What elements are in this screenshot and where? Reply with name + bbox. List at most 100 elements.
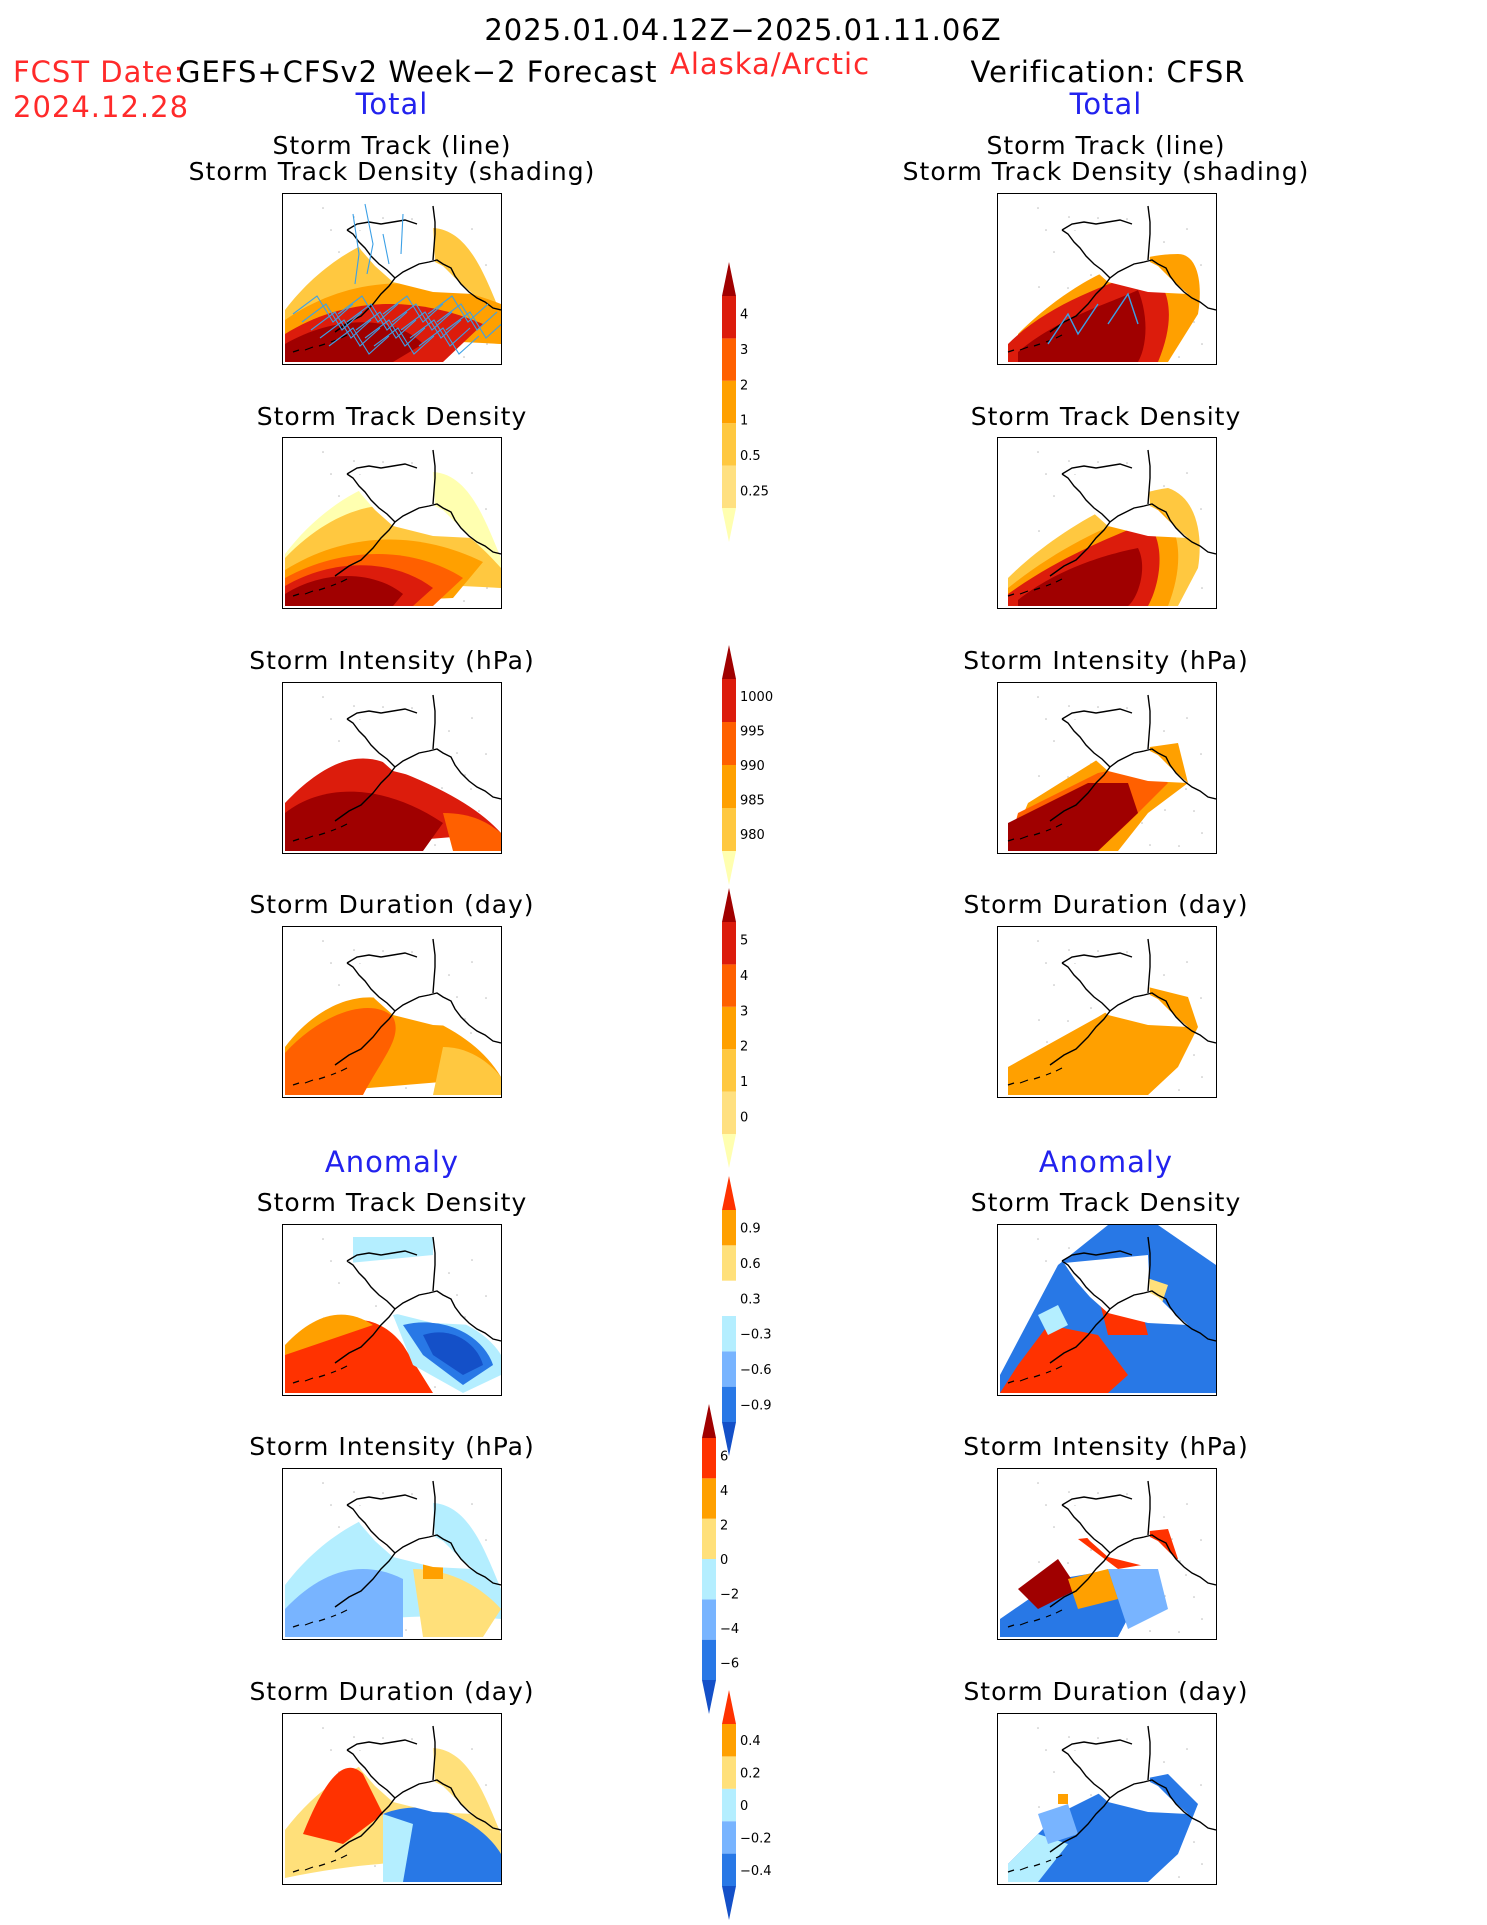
map-left-anom-intensity: [282, 1468, 502, 1640]
total-left-label: Total: [355, 87, 429, 121]
aleutian-islands: [292, 1365, 348, 1384]
shade-positive: [1000, 1325, 1128, 1393]
map-left-anom-density: [282, 1224, 502, 1396]
colorbar-anom-duration: 0.4 0.2 0 −0.2 −0.4: [722, 1690, 772, 1920]
graticule-dot: [1038, 286, 1040, 288]
graticule-dot: [1067, 1562, 1069, 1564]
coastline: [334, 1480, 501, 1608]
shade-mid: [1038, 1804, 1078, 1844]
land-mask: [349, 957, 473, 1027]
graticule-dot: [1097, 461, 1099, 463]
shade-core: [285, 1008, 396, 1095]
graticule-dot: [382, 1737, 384, 1739]
map-left-track: [282, 193, 502, 365]
land-mask: [1064, 1744, 1188, 1814]
graticule-dot: [382, 1492, 384, 1494]
graticule-dot: [1186, 1503, 1188, 1505]
map-right-density-svg: [1007, 449, 1216, 606]
colorbar-segment: [722, 296, 736, 339]
graticule-dot: [1149, 1630, 1151, 1632]
colorbar-tip-bottom: [702, 1680, 716, 1714]
graticule-dot: [471, 717, 473, 719]
colorbar-segment: [722, 1245, 736, 1281]
map-right-anom-intensity: [997, 1468, 1217, 1640]
coastline: [334, 1236, 501, 1364]
graticule-dot: [411, 951, 413, 953]
colorbar-tick-label: 4: [740, 308, 748, 323]
map-right-anom-intensity-svg: [1000, 1480, 1216, 1637]
colorbar-segment: [722, 964, 736, 1007]
colorbar-segment: [722, 1280, 736, 1316]
map-right-density: [997, 437, 1217, 609]
shade-core: [1018, 290, 1146, 362]
colorbar-tip-bottom: [722, 1886, 736, 1920]
graticule-dot: [1038, 1561, 1040, 1563]
graticule-dot: [1171, 1538, 1173, 1540]
land-mask: [349, 1255, 473, 1325]
colorbar-tick-label: 0: [720, 1553, 728, 1568]
colorbar-segment: [722, 1316, 736, 1352]
graticule-dot: [463, 600, 465, 602]
graticule-dot: [1185, 788, 1187, 790]
graticule-dot: [1200, 1539, 1202, 1541]
colorbar-tick-label: −0.6: [740, 1363, 772, 1378]
colorbar-segment: [722, 679, 736, 722]
colorbar-tick-label: −0.3: [740, 1328, 772, 1343]
graticule-dot: [1186, 717, 1188, 719]
colorbar-tick-label: 2: [720, 1518, 728, 1533]
colorbar-tick-label: 0.3: [740, 1292, 761, 1307]
graticule-dot: [1193, 810, 1195, 812]
colorbar-tick-label: 0.9: [740, 1222, 761, 1237]
colorbar-tick-label: 1000: [740, 690, 773, 705]
aleutian-islands: [292, 823, 348, 842]
graticule-dot: [353, 460, 355, 462]
title-left-track-line: Storm Track (line): [272, 131, 512, 160]
graticule-dot: [463, 356, 465, 358]
graticule-dot: [1037, 940, 1039, 942]
graticule-dot: [1068, 1491, 1070, 1493]
graticule-dot: [353, 949, 355, 951]
graticule-dot: [1068, 1736, 1070, 1738]
graticule-dot: [405, 1629, 407, 1631]
track-line: [382, 295, 444, 323]
graticule-dot: [338, 740, 340, 742]
graticule-dot: [1037, 1238, 1039, 1240]
aleutian-islands: [292, 1609, 348, 1628]
map-left-intensity: [282, 682, 502, 854]
colorbar-tick-label: 0.25: [740, 484, 769, 499]
graticule-dot: [1067, 1020, 1069, 1022]
graticule-dot: [1163, 1761, 1165, 1763]
graticule-dot: [1097, 1492, 1099, 1494]
graticule-dot: [1200, 508, 1202, 510]
graticule-dot: [330, 229, 332, 231]
map-left-duration: [282, 926, 502, 1098]
colorbar-segment: [722, 1091, 736, 1134]
graticule-dot: [1201, 1076, 1203, 1078]
graticule-dot: [338, 984, 340, 986]
coastline: [1049, 694, 1216, 822]
graticule-dot: [1090, 1549, 1092, 1551]
anomaly-left-label: Anomaly: [324, 1145, 460, 1179]
track-line: [328, 327, 390, 355]
colorbar-tick-label: 3: [740, 343, 748, 358]
graticule-dot: [1037, 451, 1039, 453]
track-line: [418, 327, 480, 355]
coastline: [1049, 1236, 1216, 1364]
map-left-anom-intensity-svg: [285, 1480, 501, 1637]
colorbar-segment: [722, 1210, 736, 1246]
graticule-dot: [1097, 950, 1099, 952]
graticule-dot: [382, 950, 384, 952]
graticule-dot: [464, 1316, 466, 1318]
track-lines: [292, 203, 501, 355]
colorbar-tick-label: 0: [740, 1110, 748, 1125]
graticule-dot: [1067, 776, 1069, 778]
graticule-dot: [338, 251, 340, 253]
shade-negative-core: [423, 1332, 483, 1375]
graticule-dot: [1045, 229, 1047, 231]
graticule-dot: [470, 788, 472, 790]
graticule-dot: [1090, 274, 1092, 276]
track-line: [409, 319, 471, 347]
shade-negative: [285, 1569, 403, 1637]
colorbar-tip-bottom: [722, 1422, 736, 1456]
graticule-dot: [471, 1503, 473, 1505]
